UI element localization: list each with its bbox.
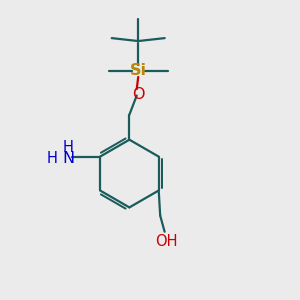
Text: H: H [63,140,74,154]
Text: Si: Si [130,63,147,78]
Text: O: O [132,87,145,102]
Text: N: N [62,151,75,166]
Text: OH: OH [155,234,177,249]
Text: H: H [46,151,57,166]
